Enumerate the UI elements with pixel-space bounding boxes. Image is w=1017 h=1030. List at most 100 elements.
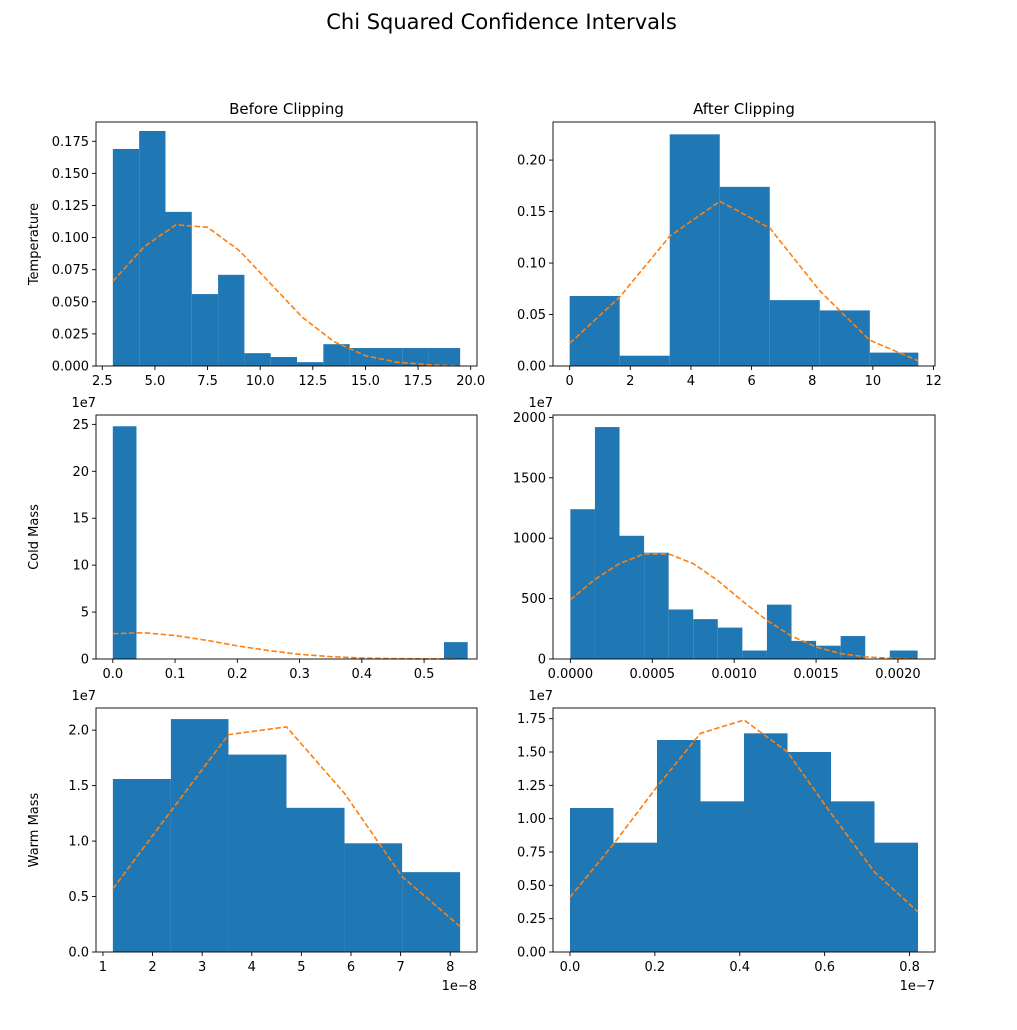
y-tick-label: 0.050 (52, 295, 89, 310)
x-tick-label: 7 (396, 960, 404, 975)
fit-curve (112, 223, 461, 367)
y-tick-label: 0.05 (517, 308, 546, 323)
x-tick-label: 10.0 (246, 374, 275, 389)
x-tick-label: 0.0 (102, 667, 123, 682)
x-tick-label: 0.8 (899, 960, 920, 975)
x-tick-label: 17.5 (404, 374, 433, 389)
y-tick-label: 20 (72, 465, 89, 480)
histogram-bar (874, 842, 919, 952)
histogram-bar (819, 310, 870, 366)
y-tick-label: 1.5 (68, 779, 89, 794)
y-tick-label: 0.150 (52, 167, 89, 182)
y-offset-label: 1e7 (528, 689, 553, 704)
panel-warm-mass-after: 0.0 0.2 0.4 0.6 0.8 0.00 0.25 0.50 0.75 1.00 1.25 1… (517, 689, 936, 994)
histogram-bar (375, 348, 403, 366)
axes-frame (552, 707, 936, 953)
axes-frame (552, 414, 936, 660)
axes-frame (95, 414, 478, 660)
y-tick-label: 5 (81, 606, 89, 621)
x-tick-label: 0.1 (165, 667, 186, 682)
histogram-bar (619, 355, 670, 366)
y-tick-label: 0.15 (517, 205, 546, 220)
y-tick-label: 1.0 (68, 835, 89, 850)
x-tick-label: 5 (297, 960, 305, 975)
histogram-bar (323, 344, 350, 366)
histogram-bar (594, 427, 620, 659)
x-tick-label: 0.0005 (630, 667, 676, 682)
histogram-bar (165, 211, 192, 366)
histogram-bar (719, 186, 770, 366)
histogram-bar (569, 808, 614, 952)
x-tick-label: 0.0 (560, 960, 581, 975)
y-tick-label: 0.00 (517, 360, 546, 375)
y-tick-label: 0 (538, 653, 546, 668)
x-tick-label: 0.5 (414, 667, 435, 682)
histogram-bar (619, 535, 645, 659)
y-offset-label: 1e7 (71, 689, 96, 704)
y-tick-label: 0.100 (52, 231, 89, 246)
histogram-bar (112, 426, 137, 659)
histogram-bar (428, 348, 461, 366)
x-tick-label: 3 (198, 960, 206, 975)
y-offset-label: 1e7 (528, 396, 553, 411)
panel-temperature-after: 0 2 4 6 8 10 12 0.00 0.05 0.10 0.15 0.20 After Clipp… (517, 100, 942, 389)
fit-curve (569, 719, 919, 913)
histogram-bar (112, 778, 171, 952)
y-tick-label: 0.125 (52, 199, 89, 214)
histogram-bar (270, 357, 298, 366)
histogram-bar (570, 509, 595, 659)
histogram-bar (170, 719, 229, 952)
x-tick-label: 0.6 (814, 960, 835, 975)
y-tick-label: 0.5 (68, 890, 89, 905)
histogram-bar (791, 640, 817, 659)
x-tick-label: 5.0 (145, 374, 166, 389)
histogram-bar (840, 636, 866, 659)
panel-temperature-before: 2.5 5.0 7.5 10.0 12.5 15.0 17.5 20.0 0.000 0.025 0… (27, 100, 485, 389)
x-offset-label: 1e−7 (900, 979, 935, 994)
y-tick-label: 0.175 (52, 135, 89, 150)
y-offset-label: 1e7 (71, 396, 96, 411)
y-tick-label: 25 (72, 418, 89, 433)
histogram-bar (228, 754, 287, 952)
x-tick-label: 8 (808, 374, 816, 389)
panel-cold-mass-after: 0.0000 0.0005 0.0010 0.0015 0.0020 0 500 1000 15… (513, 396, 936, 682)
fit-curve (112, 631, 456, 660)
histogram-bar (787, 752, 832, 952)
histogram-bar (191, 294, 219, 366)
x-tick-label: 0.3 (289, 667, 310, 682)
x-tick-label: 15.0 (351, 374, 380, 389)
histogram-bar (766, 604, 792, 659)
x-tick-label: 0.0015 (793, 667, 839, 682)
x-tick-label: 4 (248, 960, 256, 975)
y-tick-label: 0.10 (517, 257, 546, 272)
histogram-bar (644, 552, 669, 659)
panel-warm-mass-before: 1 2 3 4 5 6 7 8 0.0 0.5 1.0 1.5 2.0 Warm Mass 1e7 1e−8 (27, 689, 478, 994)
y-tick-label: 0.075 (52, 263, 89, 278)
panel-title: Before Clipping (229, 100, 344, 118)
x-tick-label: 7.5 (197, 374, 218, 389)
x-tick-label: 8 (446, 960, 454, 975)
histogram-bar (286, 807, 345, 952)
x-tick-label: 20.0 (456, 374, 485, 389)
histogram-bar (218, 274, 245, 366)
histogram-bar (869, 352, 919, 366)
y-tick-label: 2.0 (68, 724, 89, 739)
y-axis-label: Warm Mass (27, 792, 42, 867)
y-axis-label: Cold Mass (27, 504, 42, 570)
histogram-bar (613, 842, 657, 952)
y-tick-label: 10 (72, 559, 89, 574)
x-tick-label: 6 (347, 960, 355, 975)
histogram-bar (669, 134, 720, 366)
x-tick-label: 4 (687, 374, 695, 389)
y-tick-label: 1.50 (517, 746, 546, 761)
x-tick-label: 0.2 (227, 667, 248, 682)
y-tick-label: 0.20 (517, 154, 546, 169)
figure-title: Chi Squared Confidence Intervals (326, 10, 677, 34)
axes-frame (95, 707, 478, 953)
histogram-bar (816, 645, 841, 659)
y-tick-label: 0.75 (517, 846, 546, 861)
y-tick-label: 1.00 (517, 812, 546, 827)
y-tick-label: 1000 (513, 532, 546, 547)
y-tick-label: 0.0 (68, 946, 89, 961)
y-tick-label: 0.00 (517, 946, 546, 961)
